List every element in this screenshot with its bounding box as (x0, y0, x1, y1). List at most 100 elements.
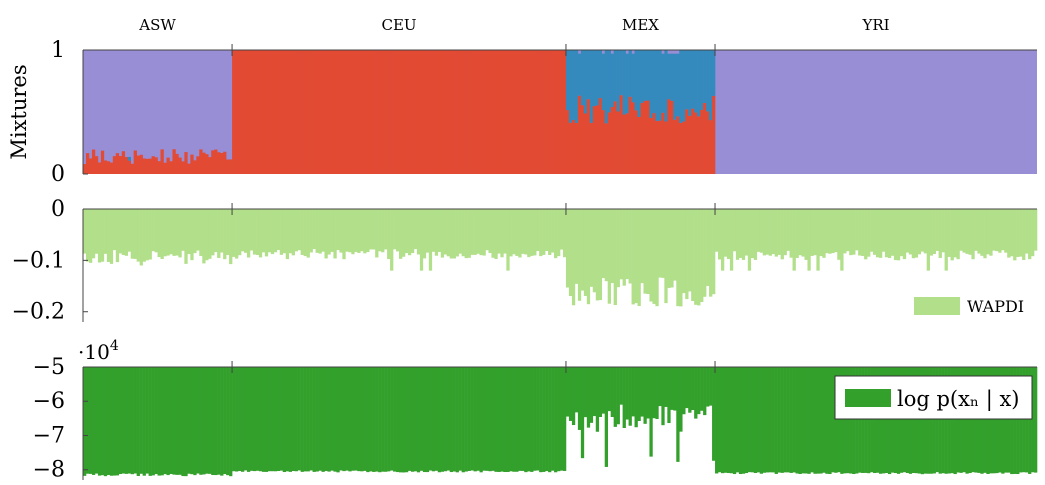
mixture-bar-red (467, 50, 471, 174)
mixture-bar-red (694, 112, 698, 174)
loglik-bar (497, 367, 501, 472)
wapdi-bar (518, 209, 522, 258)
mixture-bar-red (208, 157, 212, 174)
wapdi-bar (625, 209, 629, 280)
wapdi-bar (91, 209, 96, 259)
mixture-bar-blue (652, 50, 656, 114)
loglik-bar (419, 367, 424, 471)
mixture-bar-red (688, 115, 692, 174)
wapdi-bar (658, 209, 662, 278)
wapdi-bar (103, 209, 108, 254)
wapdi-bar (777, 209, 781, 255)
loglik-bar (813, 367, 817, 474)
mixture-bar-red (655, 120, 659, 174)
wapdi-bar (521, 209, 525, 254)
mixture-bar-red (187, 163, 191, 174)
mixture-bar-red (196, 156, 200, 174)
wapdi-bar (229, 209, 233, 265)
wapdi-bar (390, 209, 394, 271)
wapdi-bar (628, 209, 632, 284)
mixture-bar-blue (664, 50, 668, 122)
mixture-bar-red (178, 157, 182, 174)
wapdi-bar (953, 209, 957, 258)
loglik-bar (554, 367, 558, 473)
mixture-bar-red (461, 50, 465, 174)
wapdi-bar (837, 209, 841, 260)
wapdi-bar (88, 209, 93, 263)
wapdi-bar (288, 209, 292, 254)
loglik-bar (294, 367, 298, 472)
mixtures-panel: Mixtures 01 (7, 38, 1037, 187)
mixture-bar-red (440, 50, 445, 174)
mixture-bar-red (431, 50, 436, 174)
wapdi-bar (1004, 209, 1008, 253)
mixture-bar-red (640, 102, 644, 174)
loglik-bar (431, 367, 436, 472)
wapdi-bar (631, 209, 635, 305)
loglik-bar (873, 367, 877, 474)
mixture-bar-blue (667, 53, 671, 100)
loglik-bar (211, 367, 215, 476)
loglik-bar (503, 367, 507, 472)
wapdi-bar (419, 209, 424, 271)
loglik-bar (154, 367, 158, 475)
wapdi-bar (261, 209, 266, 253)
loglik-bar (688, 367, 692, 413)
wapdi-bar (789, 209, 793, 258)
loglik-bar (434, 367, 439, 471)
mixture-bar-red (503, 50, 507, 174)
wapdi-bar (378, 209, 382, 252)
loglik-bar (858, 367, 862, 473)
wapdi-bar (530, 209, 534, 256)
loglik-bar (884, 367, 889, 474)
wapdi-bar (691, 209, 695, 302)
loglik-bar (673, 367, 677, 411)
wapdi-bar (312, 209, 316, 250)
mixture-bar-red (527, 50, 531, 174)
loglik-bar (1007, 367, 1011, 473)
mixture-bar-red (267, 50, 272, 174)
loglik-bar (899, 367, 904, 473)
loglik-bar (324, 367, 328, 471)
loglik-bar (718, 367, 722, 473)
wapdi-bar (676, 209, 680, 307)
loglik-bar (878, 367, 883, 474)
wapdi-bar (139, 209, 143, 266)
mixture-bar-red (565, 110, 570, 174)
loglik-bar (807, 367, 811, 474)
loglik-bar (1004, 367, 1008, 473)
wapdi-bar (917, 209, 922, 255)
wapdi-bar (983, 209, 987, 259)
wapdi-bar (515, 209, 519, 256)
loglik-bar (792, 367, 796, 473)
wapdi-bar (616, 209, 620, 288)
mixture-bar-red (282, 50, 287, 174)
loglik-panel: −5 −6 −7 −8 ·104 log p(xₙ | x) (33, 338, 1038, 483)
mixture-bar-red (363, 50, 367, 174)
wapdi-bar (813, 209, 817, 256)
loglik-bar (712, 367, 716, 461)
mixture-bar-red (321, 50, 325, 174)
loglik-bar (440, 367, 445, 472)
wapdi-bar (762, 209, 767, 256)
wapdi-bar (822, 209, 826, 258)
loglik-bar (449, 367, 453, 473)
loglik-bar (700, 367, 704, 411)
wapdi-bar (94, 209, 99, 254)
mixture-bar-blue (598, 50, 603, 99)
mixture-bar-red (664, 121, 668, 174)
wapdi-bar (1025, 209, 1029, 254)
wapdi-bar (169, 209, 173, 255)
loglik-bar (533, 367, 537, 471)
loglik-bar (774, 367, 778, 474)
wapdi-bar (223, 209, 227, 260)
wapdi-bar (330, 209, 334, 252)
wapdi-bar (995, 209, 999, 252)
wapdi-bar (184, 209, 188, 264)
wapdi-bar (831, 209, 835, 254)
loglik-bar (261, 367, 266, 472)
wapdi-bar (464, 209, 468, 259)
mixture-bar-red (622, 114, 626, 174)
wapdi-bar (416, 209, 421, 255)
loglik-bar (524, 367, 528, 473)
